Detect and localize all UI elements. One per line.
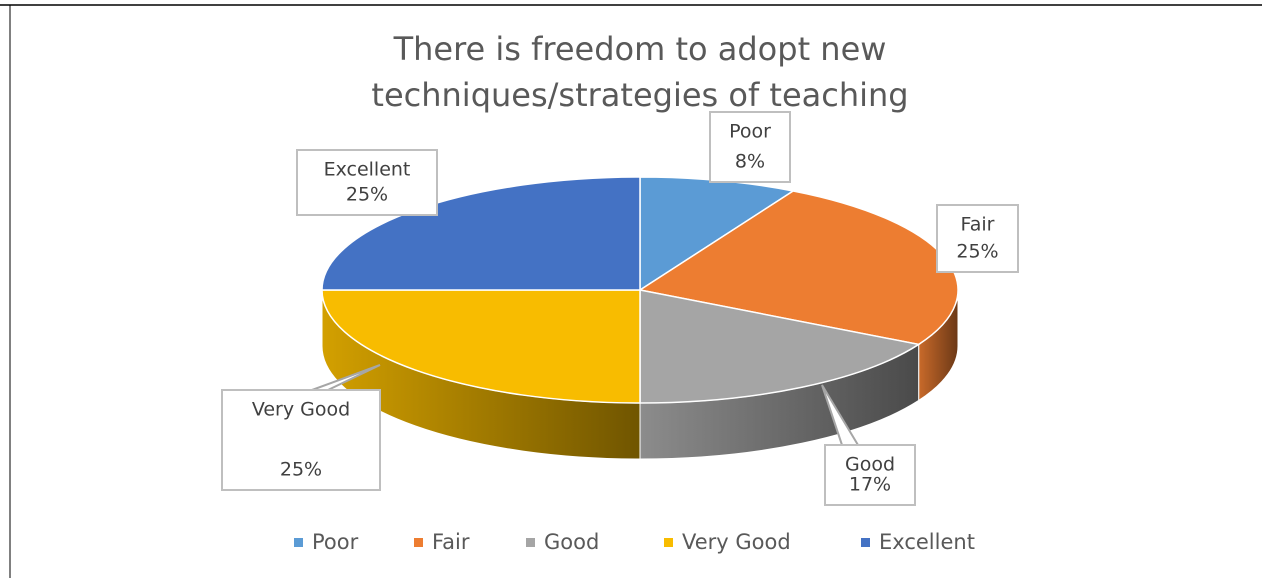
legend-marker — [861, 538, 870, 547]
callout-box — [709, 111, 791, 183]
slice — [321, 289, 641, 404]
callout-box — [296, 149, 438, 216]
callout-box — [221, 389, 381, 491]
legend-label: Good — [544, 530, 599, 554]
data-label: 8% — [735, 151, 765, 173]
data-label: 25% — [346, 184, 388, 206]
callout-pointer — [311, 364, 381, 391]
data-label-name: Excellent — [324, 159, 411, 181]
legend-label: Excellent — [879, 530, 975, 554]
data-label-name: Very Good — [252, 399, 350, 421]
callout-box — [936, 204, 1019, 273]
legend-marker — [664, 538, 673, 547]
chart-title: There is freedom to adopt new techniques… — [371, 30, 909, 114]
legend-label: Poor — [312, 530, 359, 554]
legend-marker — [414, 538, 423, 547]
legend-label: Fair — [432, 530, 470, 554]
data-label: 25% — [956, 241, 998, 263]
data-label-name: Good — [845, 454, 895, 476]
legend-marker — [294, 538, 303, 547]
data-label: 17% — [849, 474, 891, 496]
callout-box — [824, 444, 916, 506]
slice — [639, 289, 921, 404]
data-label: 25% — [280, 459, 322, 481]
legend-marker — [526, 538, 535, 547]
data-label-name: Poor — [729, 121, 771, 143]
legend-label: Very Good — [682, 530, 791, 554]
callout-pointer — [821, 384, 859, 446]
data-label-name: Fair — [961, 214, 995, 236]
